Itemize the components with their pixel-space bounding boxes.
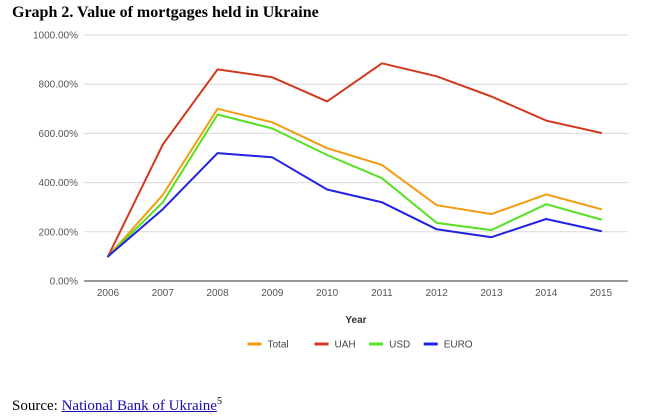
x-tick-label: 2010: [316, 288, 339, 299]
legend-label: Total: [268, 340, 289, 351]
x-tick-label: 2009: [261, 288, 284, 299]
series-line-usd: [107, 113, 602, 258]
y-tick-label: 800.00%: [39, 80, 79, 91]
x-tick-label: 2008: [206, 288, 229, 299]
series-line-uah: [107, 62, 602, 258]
source-link[interactable]: National Bank of Ukraine: [61, 398, 217, 414]
footnote-marker: 5: [216, 396, 222, 407]
series-lines: [107, 62, 602, 258]
legend-item-usd[interactable]: USD: [369, 340, 410, 351]
x-tick-label: 2011: [371, 288, 393, 299]
chart-title: Graph 2. Value of mortgages held in Ukra…: [12, 4, 319, 21]
x-tick-label: 2014: [535, 288, 558, 299]
source-label: Source:: [12, 398, 62, 414]
legend-item-euro[interactable]: EURO: [423, 340, 473, 351]
legend: Total UAH USD EURO: [247, 340, 473, 351]
legend-item-total[interactable]: Total: [247, 340, 289, 351]
series-line-total: [107, 107, 602, 258]
x-tick-label: 2012: [426, 288, 449, 299]
series-line-euro: [107, 152, 602, 258]
y-tick-label: 400.00%: [39, 178, 79, 189]
legend-label: USD: [389, 340, 410, 351]
x-tick-label: 2007: [152, 288, 175, 299]
x-tick-label: 2015: [590, 288, 613, 299]
y-tick-label: 600.00%: [39, 129, 79, 140]
y-tick-label: 0.00%: [50, 277, 78, 288]
legend-item-uah[interactable]: UAH: [314, 340, 356, 351]
y-axis-ticks: 0.00% 200.00% 400.00% 600.00% 800.00% 1000.00…: [33, 31, 78, 288]
x-tick-label: 2006: [97, 288, 120, 299]
legend-label: UAH: [335, 340, 356, 351]
legend-label: EURO: [444, 340, 473, 351]
y-tick-label: 1000.00%: [33, 31, 78, 42]
line-chart: 0.00% 200.00% 400.00% 600.00% 800.00% 1000.00…: [33, 31, 628, 351]
x-tick-label: 2013: [480, 288, 503, 299]
x-axis-label: Year: [345, 315, 366, 326]
gridlines: [84, 34, 628, 282]
y-tick-label: 200.00%: [39, 227, 79, 238]
source-line: Source: National Bank of Ukraine5: [12, 396, 222, 415]
x-axis-ticks: 2006 2007 2008 2009 2010 2011 2012 2013 2014 2015: [97, 288, 613, 299]
